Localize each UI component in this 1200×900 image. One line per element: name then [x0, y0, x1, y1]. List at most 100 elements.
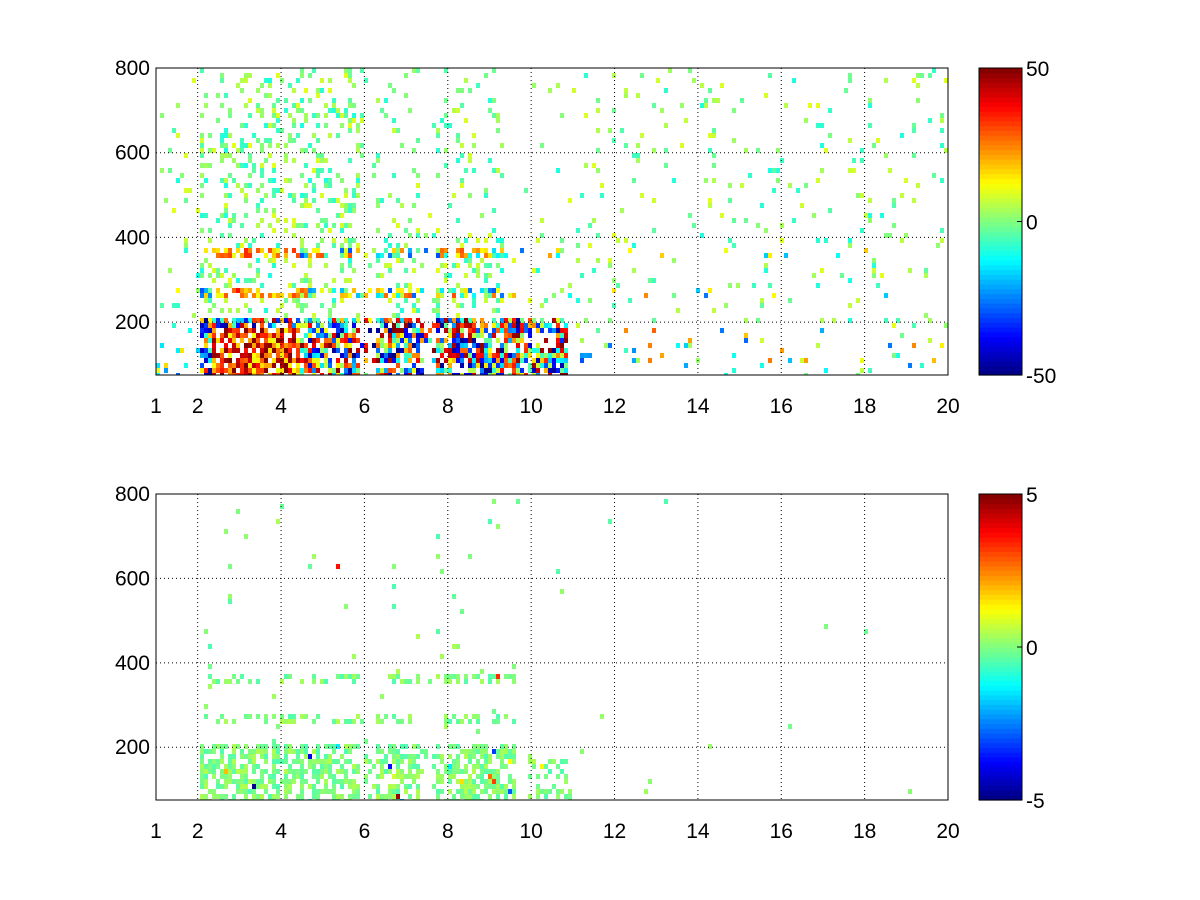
heatmap-cell-875 [348, 363, 352, 368]
heatmap-cell-1715 [636, 153, 640, 158]
heatmap-cell-291 [324, 754, 328, 759]
x-tick-label: 8 [442, 820, 454, 843]
heatmap-cell-425 [268, 293, 272, 298]
heatmap-cell-705 [320, 88, 324, 93]
heatmap-cell-1328 [468, 363, 472, 368]
heatmap-cell-1359 [476, 343, 480, 348]
heatmap-cell-1138 [416, 373, 420, 375]
heatmap-cell-412 [388, 794, 392, 799]
heatmap-cell-1637 [564, 328, 568, 333]
heatmap-cell-336 [252, 338, 256, 343]
heatmap-cell-1824 [772, 168, 776, 173]
heatmap-cell-385 [376, 774, 380, 779]
heatmap-cell-659 [312, 113, 316, 118]
heatmap-cell-1052 [400, 143, 404, 148]
heatmap-cell-120 [248, 679, 252, 684]
heatmap-cell-311 [332, 784, 336, 789]
heatmap-cell-774 [332, 303, 336, 308]
heatmap-cell-1948 [924, 273, 928, 278]
heatmap-cell-680 [316, 88, 320, 93]
heatmap-cell-1439 [496, 113, 500, 118]
heatmap-cell-1614 [556, 333, 560, 338]
heatmap-cell-764 [332, 98, 336, 103]
heatmap-cell-1950 [928, 73, 932, 78]
heatmap-cell-4 [160, 168, 164, 173]
heatmap-cell-1847 [804, 373, 808, 375]
heatmap-cell-1956 [932, 358, 936, 363]
heatmap-cell-1812 [760, 338, 764, 343]
colorbar-segment [979, 327, 1022, 333]
colorbar-segment [979, 589, 1022, 596]
heatmap-cell-1340 [472, 323, 476, 328]
heatmap-cell-272 [316, 714, 320, 719]
heatmap-cell-714 [544, 764, 548, 769]
heatmap-cell-184 [276, 724, 280, 729]
heatmap-cell-537 [288, 368, 292, 373]
heatmap-cell-1571 [540, 143, 544, 148]
heatmap-cell-897 [352, 368, 356, 373]
heatmap-cell-1804 [748, 173, 752, 178]
heatmap-cell-696 [512, 759, 516, 764]
heatmap-cell-1368 [480, 318, 484, 323]
heatmap-cell-1087 [408, 248, 412, 253]
heatmap-cell-1011 [388, 373, 392, 375]
heatmap-cell-1826 [772, 293, 776, 298]
colorbar-segment [979, 259, 1022, 266]
heatmap-cell-525 [448, 764, 452, 769]
heatmap-cell-1071 [404, 293, 408, 298]
heatmap-cell-295 [324, 779, 328, 784]
heatmap-cell-249 [304, 744, 308, 749]
heatmap-cell-66 [224, 779, 228, 784]
heatmap-cell-870 [348, 333, 352, 338]
heatmap-cell-1647 [568, 283, 572, 288]
heatmap-cell-1565 [536, 348, 540, 353]
heatmap-cell-1130 [416, 328, 420, 333]
heatmap-cell-321 [336, 779, 340, 784]
heatmap-cell-1493 [508, 333, 512, 338]
heatmap-cell-19 [176, 178, 180, 183]
heatmap-cell-708 [536, 774, 540, 779]
heatmap-cell-1816 [764, 253, 768, 258]
heatmap-cell-448 [400, 779, 404, 784]
heatmap-cell-12 [168, 268, 172, 273]
heatmap-cell-1719 [640, 133, 644, 138]
heatmap-cell-19 [204, 784, 208, 789]
heatmap-cell-288 [320, 789, 324, 794]
heatmap-cell-839 [344, 323, 348, 328]
heatmap-cell-23 [176, 373, 180, 375]
heatmap-cell-173 [224, 183, 228, 188]
heatmap-cell-1682 [604, 343, 608, 348]
heatmap-cell-1204 [444, 123, 448, 128]
heatmap-cell-803 [340, 203, 344, 208]
heatmap-cell-819 [340, 338, 344, 343]
heatmap-cell-1022 [392, 328, 396, 333]
heatmap-cell-637 [488, 784, 492, 789]
heatmap-cell-1574 [540, 303, 544, 308]
heatmap-cell-380 [260, 283, 264, 288]
heatmap-cell-1310 [464, 373, 468, 375]
heatmap-cell-357 [256, 293, 260, 298]
heatmap-cell-333 [252, 323, 256, 328]
heatmap-cell-1059 [400, 318, 404, 323]
heatmap-cell-1246 [452, 353, 456, 358]
heatmap-cell-102 [208, 333, 212, 338]
heatmap-cell-208 [228, 333, 232, 338]
colorbar-segment [979, 690, 1022, 696]
heatmap-cell-1834 [784, 103, 788, 108]
heatmap-cell-269 [240, 353, 244, 358]
colorbar-segment [979, 91, 1022, 98]
heatmap-cell-1227 [448, 348, 452, 353]
heatmap-cell-696 [316, 328, 320, 333]
heatmap-cell-1774 [712, 133, 716, 138]
heatmap-cell-1020 [392, 313, 396, 318]
heatmap-cell-537 [452, 764, 456, 769]
heatmap-cell-1906 [872, 273, 876, 278]
heatmap-cell-284 [320, 759, 324, 764]
heatmap-cell-1877 [848, 238, 852, 243]
heatmap-cell-162 [264, 769, 268, 774]
heatmap-cell-370 [364, 739, 368, 744]
heatmap-cell-728 [324, 178, 328, 183]
heatmap-cell-358 [352, 784, 356, 789]
